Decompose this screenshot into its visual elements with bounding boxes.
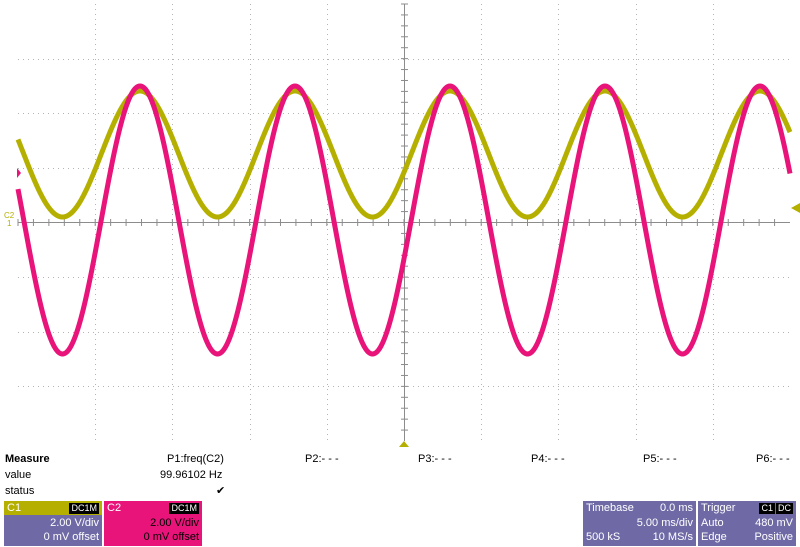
c1-label: C1: [7, 502, 22, 514]
graticule: [17, 3, 790, 441]
timebase-rate: 10 MS/s: [652, 531, 693, 543]
timebase-title: Timebase: [586, 502, 634, 514]
c2-ground-marker-label: C2: [4, 211, 15, 220]
timebase-samples: 500 kS: [586, 531, 621, 543]
param-p1-status-icon: ✔: [216, 485, 226, 497]
timebase-delay: 0.0 ms: [659, 502, 693, 514]
trigger-level: 480 mV: [755, 517, 793, 529]
trigger-box[interactable]: Trigger C1 DC Auto 480 mV Edge Positive: [698, 501, 796, 546]
c1-descriptor-box[interactable]: C1 DC1M 2.00 V/div 0 mV offset: [4, 501, 102, 546]
c1-offset: 0 mV offset: [43, 531, 99, 543]
c2-left-marker: [17, 168, 21, 178]
c2-offset: 0 mV offset: [143, 531, 199, 543]
measure-title: Measure: [5, 453, 50, 465]
param-p1-name[interactable]: P1:freq(C2): [167, 453, 224, 465]
trigger-mode: Auto: [701, 517, 724, 529]
c1-vdiv: 2.00 V/div: [50, 517, 99, 529]
c1-ground-marker[interactable]: [791, 203, 800, 213]
param-p3-name[interactable]: P3:- - -: [418, 453, 452, 465]
c2-vdiv: 2.00 V/div: [150, 517, 199, 529]
measure-value-label: value: [5, 469, 32, 481]
trigger-coupling-badge: DC: [776, 503, 793, 514]
c2-label: C2: [107, 502, 122, 514]
c2-waveform: [15, 83, 793, 357]
c2-coupling-badge: DC1M: [169, 503, 199, 514]
param-p6-name[interactable]: P6:- - -: [756, 453, 790, 465]
param-p5-name[interactable]: P5:- - -: [643, 453, 677, 465]
param-p1-value: 99.96102 Hz: [160, 469, 223, 481]
trigger-source-badge: C1: [759, 503, 775, 514]
trigger-position-marker[interactable]: [399, 441, 409, 447]
measure-status-label: status: [5, 485, 35, 497]
timebase-box[interactable]: Timebase 0.0 ms 5.00 ms/div 500 kS 10 MS…: [583, 501, 696, 546]
trigger-type: Edge: [701, 531, 727, 543]
timebase-tdiv: 5.00 ms/div: [636, 517, 693, 529]
traces: [15, 83, 793, 357]
c1-coupling-badge: DC1M: [69, 503, 99, 514]
param-p2-name[interactable]: P2:- - -: [305, 453, 339, 465]
measure-panel: Measure value status P1:freq(C2) 99.9610…: [0, 450, 800, 500]
trigger-slope: Positive: [754, 531, 793, 543]
trigger-title: Trigger: [701, 502, 736, 514]
waveform-display: C2 1: [4, 3, 800, 447]
c1-ground-marker-label: 1: [7, 219, 12, 228]
param-p4-name[interactable]: P4:- - -: [531, 453, 565, 465]
c2-descriptor-box[interactable]: C2 DC1M 2.00 V/div 0 mV offset: [104, 501, 202, 546]
